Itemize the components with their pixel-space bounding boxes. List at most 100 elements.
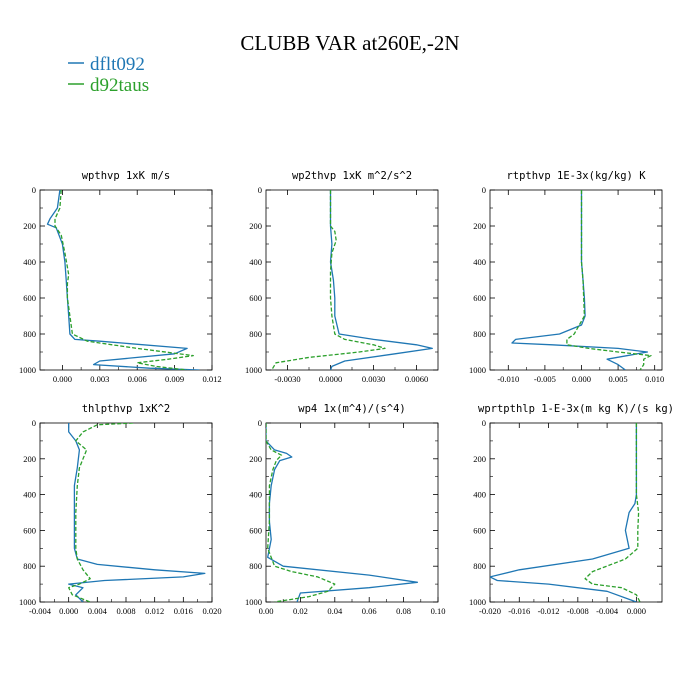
- y-tick-label: 0: [32, 418, 36, 428]
- x-tick-label: 0.000: [572, 374, 591, 384]
- x-tick-label: 0.016: [174, 606, 193, 616]
- panel-1: wpthvp 1xK m/s 0 200 400 600 800 1000 0.000 0.00…: [19, 170, 222, 384]
- x-tick-label: -0.004: [29, 606, 52, 616]
- x-tick-label: 0.08: [396, 606, 411, 616]
- panel-6: wprtpthlp 1-E-3x(m kg K)/(s kg) 0 200 400 60…: [469, 403, 674, 616]
- x-tick-label: 0.000: [53, 374, 72, 384]
- y-tick-label: 1000: [245, 597, 262, 607]
- y-tick-label: 0: [32, 185, 36, 195]
- panel-title: wp2thvp 1xK m^2/s^2: [292, 170, 412, 182]
- x-tick-label: 0.10: [431, 606, 446, 616]
- y-tick-label: 600: [23, 525, 36, 535]
- series-line-dflt092: [266, 423, 419, 602]
- x-tick-label: 0.00: [259, 606, 274, 616]
- y-tick-label: 200: [23, 454, 36, 464]
- x-tick-label: 0.010: [645, 374, 664, 384]
- x-tick-label: 0.06: [362, 606, 377, 616]
- panel-title: rtpthvp 1E-3x(kg/kg) K: [506, 170, 646, 182]
- y-tick-label: 400: [23, 490, 36, 500]
- x-tick-label: 0.004: [88, 606, 108, 616]
- x-tick-label: -0.020: [479, 606, 501, 616]
- y-tick-label: 600: [249, 293, 262, 303]
- y-tick-label: 400: [473, 490, 486, 500]
- panel-2: wp2thvp 1xK m^2/s^2 0 200 400 600 800 1000 -0.0…: [245, 170, 439, 384]
- panel-3: rtpthvp 1E-3x(kg/kg) K 0 200 400 600 800 1000 -…: [469, 170, 664, 384]
- y-tick-label: 200: [473, 454, 486, 464]
- y-tick-label: 200: [249, 221, 262, 231]
- y-tick-label: 0: [258, 418, 262, 428]
- panel-title: thlpthvp 1xK^2: [82, 403, 171, 415]
- x-tick-label: 0.009: [165, 374, 184, 384]
- x-tick-label: 0.000: [59, 606, 78, 616]
- y-tick-label: 0: [482, 185, 486, 195]
- series-line-d92taus: [266, 423, 336, 602]
- x-tick-label: 0.04: [327, 606, 343, 616]
- y-tick-label: 800: [473, 329, 486, 339]
- series-line-d92taus: [584, 423, 641, 602]
- series-line-d92taus: [271, 190, 386, 370]
- legend-label-d92taus: d92taus: [90, 75, 149, 96]
- x-tick-label: 0.008: [116, 606, 135, 616]
- series-line-d92taus: [54, 190, 194, 370]
- x-tick-label: 0.012: [202, 374, 221, 384]
- legend-label-dflt092: dflt092: [90, 54, 145, 75]
- x-tick-label: -0.012: [538, 606, 560, 616]
- x-tick-label: 0.0030: [362, 374, 385, 384]
- panel-4: thlpthvp 1xK^2 0 200 400 600 800 1000-0.004 0.0…: [19, 403, 222, 616]
- y-tick-label: 600: [473, 525, 486, 535]
- x-tick-label: -0.004: [596, 606, 619, 616]
- x-tick-label: -0.008: [567, 606, 589, 616]
- y-tick-label: 400: [249, 257, 262, 267]
- x-tick-label: -0.010: [497, 374, 519, 384]
- x-tick-label: 0.020: [202, 606, 221, 616]
- x-tick-label: -0.016: [508, 606, 530, 616]
- y-tick-label: 1000: [469, 365, 486, 375]
- figure-title: CLUBB VAR at260E,-2N: [240, 31, 459, 55]
- y-tick-label: 200: [473, 221, 486, 231]
- y-tick-label: 800: [249, 329, 262, 339]
- y-tick-label: 600: [249, 525, 262, 535]
- panel-title: wprtpthlp 1-E-3x(m kg K)/(s kg): [478, 403, 674, 415]
- x-tick-label: 0.006: [128, 374, 147, 384]
- x-tick-label: 0.000: [627, 606, 646, 616]
- series-line-dflt092: [329, 190, 433, 370]
- y-tick-label: 800: [249, 561, 262, 571]
- y-tick-label: 600: [473, 293, 486, 303]
- y-tick-label: 800: [473, 561, 486, 571]
- x-tick-label: 0.012: [145, 606, 164, 616]
- x-tick-label: 0.0060: [405, 374, 428, 384]
- series-line-dflt092: [511, 190, 649, 370]
- x-tick-label: 0.02: [293, 606, 308, 616]
- x-tick-label: 0.003: [90, 374, 109, 384]
- panel-title: wp4 1x(m^4)/(s^4): [298, 403, 405, 415]
- y-tick-label: 600: [23, 293, 36, 303]
- plot-frame: [265, 422, 439, 603]
- plot-frame: [39, 422, 213, 603]
- y-tick-label: 1000: [245, 365, 262, 375]
- y-tick-label: 400: [23, 257, 36, 267]
- x-tick-label: -0.005: [534, 374, 556, 384]
- x-tick-label: 0.005: [609, 374, 628, 384]
- series-line-d92taus: [68, 423, 134, 602]
- series-line-d92taus: [566, 190, 652, 370]
- series-line-dflt092: [68, 423, 206, 602]
- y-tick-label: 1000: [469, 597, 486, 607]
- y-tick-label: 1000: [19, 365, 36, 375]
- y-tick-label: 800: [23, 561, 36, 571]
- y-tick-label: 0: [258, 185, 262, 195]
- series-line-dflt092: [490, 423, 638, 602]
- y-tick-label: 800: [23, 329, 36, 339]
- plot-frame: [265, 189, 439, 371]
- x-tick-label: 0.0000: [319, 374, 342, 384]
- y-tick-label: 0: [482, 418, 486, 428]
- legend: dflt092 d92taus: [68, 54, 149, 96]
- y-tick-label: 200: [249, 454, 262, 464]
- series-line-dflt092: [46, 190, 200, 370]
- y-tick-label: 400: [473, 257, 486, 267]
- y-tick-label: 1000: [19, 597, 36, 607]
- panel-title: wpthvp 1xK m/s: [82, 170, 171, 182]
- y-tick-label: 200: [23, 221, 36, 231]
